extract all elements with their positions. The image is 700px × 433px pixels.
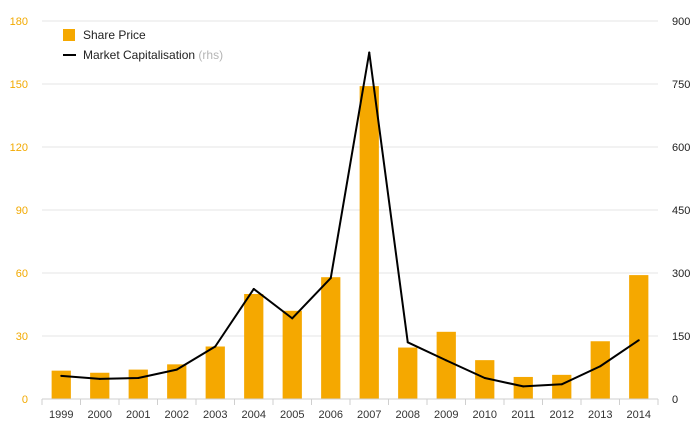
y-left-tick-label: 120 xyxy=(10,142,28,154)
line-point xyxy=(522,385,525,388)
legend-label-share-price: Share Price xyxy=(83,28,146,42)
line-point xyxy=(445,359,448,362)
bar xyxy=(590,341,610,399)
y-right-tick-label: 450 xyxy=(672,205,690,217)
y-right-tick-label: 900 xyxy=(672,16,690,28)
market-cap-line xyxy=(61,51,640,388)
x-tick-label: 2011 xyxy=(511,409,535,421)
x-tick-label: 2014 xyxy=(627,409,651,421)
y-left-tick-label: 180 xyxy=(10,16,28,28)
x-tick-label: 2005 xyxy=(280,409,304,421)
bar xyxy=(475,360,495,399)
x-tick-label: 2002 xyxy=(165,409,189,421)
line-series-market-cap xyxy=(60,51,640,388)
line-point xyxy=(368,51,371,54)
line-point xyxy=(599,365,602,368)
y-left-tick-label: 90 xyxy=(16,205,28,217)
y-left-tick-label: 0 xyxy=(22,394,28,406)
line-point xyxy=(175,368,178,371)
bar xyxy=(513,376,533,399)
line-point xyxy=(252,287,255,290)
bar xyxy=(167,364,187,399)
x-tick-label: 2012 xyxy=(550,409,574,421)
legend-label-market-cap: Market Capitalisation (rhs) xyxy=(83,48,223,62)
x-tick-label: 2013 xyxy=(588,409,612,421)
bar xyxy=(436,331,456,399)
line-point xyxy=(137,377,140,379)
line-point xyxy=(483,377,486,379)
y-right-tick-label: 300 xyxy=(672,268,690,280)
line-point xyxy=(214,345,217,348)
axes: 0 30 60 90 120 150 180 0 150 300 450 600 750 900 1999 2… xyxy=(10,16,691,421)
x-tick-label: 2003 xyxy=(203,409,227,421)
x-tick-label: 2001 xyxy=(126,409,150,421)
x-tick-label: 2010 xyxy=(473,409,497,421)
y-right-tick-label: 0 xyxy=(672,394,678,406)
line-point xyxy=(637,339,640,342)
line-point xyxy=(98,377,101,380)
y-right-tick-label: 150 xyxy=(672,331,690,343)
x-tick-label: 2006 xyxy=(319,409,343,421)
y-right-tick-label: 750 xyxy=(672,79,690,91)
y-left-tick-label: 30 xyxy=(16,331,28,343)
bar xyxy=(629,275,649,399)
x-tick-label: 2009 xyxy=(434,409,458,421)
bar-series-share-price xyxy=(51,86,649,399)
x-tick-label: 2000 xyxy=(88,409,112,421)
gridlines xyxy=(42,20,658,337)
line-point xyxy=(560,383,563,386)
x-tick-label: 2004 xyxy=(242,409,266,421)
y-left-tick-label: 60 xyxy=(16,268,28,280)
bar xyxy=(282,310,302,399)
x-tick-label: 2008 xyxy=(396,409,420,421)
legend: Share Price Market Capitalisation (rhs) xyxy=(63,28,223,62)
bar xyxy=(205,346,225,399)
bar xyxy=(51,370,71,399)
x-tick-label: 1999 xyxy=(49,409,73,421)
line-point xyxy=(329,277,332,280)
line-point xyxy=(291,317,294,320)
bar xyxy=(398,347,418,399)
bar xyxy=(244,294,264,399)
bar xyxy=(359,86,379,399)
y-left-tick-label: 150 xyxy=(10,79,28,91)
line-point xyxy=(406,341,409,344)
line-point xyxy=(60,374,63,377)
x-tick-label: 2007 xyxy=(357,409,381,421)
bar xyxy=(90,372,110,399)
y-right-tick-label: 600 xyxy=(672,142,690,154)
legend-swatch-share-price xyxy=(63,29,75,41)
bar xyxy=(128,369,148,399)
bar xyxy=(552,374,572,399)
bar xyxy=(321,277,341,399)
